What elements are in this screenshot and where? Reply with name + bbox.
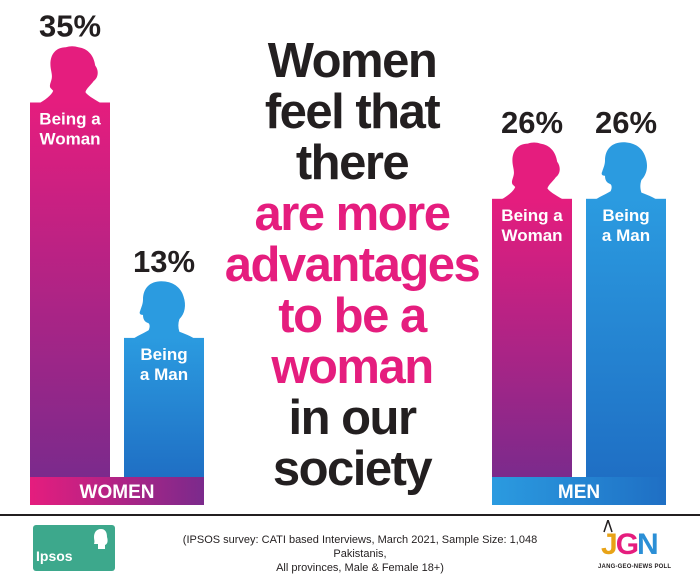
source-note-line-1: (IPSOS survey: CATI based Interviews, Ma… (182, 534, 538, 560)
headline-line-6: to be a (278, 289, 427, 343)
jgn-logo-icon (603, 520, 613, 533)
source-note-line-2: All provinces, Male & Female 18+) (276, 562, 444, 574)
bar-label-women-being-a-woman-line-2: Woman (39, 130, 100, 149)
source-note: (IPSOS survey: CATI based Interviews, Ma… (160, 533, 560, 575)
bar-label-women-being-a-woman-line-1: Being a (39, 110, 101, 129)
headline-line-3: there (295, 136, 410, 190)
value-label-women-being-a-man: 13% (133, 244, 195, 279)
headline-line-1: Women (267, 34, 438, 88)
bar-label-men-being-a-man-line-1: Being (602, 206, 649, 225)
group-band-women (30, 477, 204, 505)
ipsos-logo-text: Ipsos (36, 548, 73, 564)
jgn-logo-text: JGN (601, 528, 659, 561)
bar-men-being-a-woman (492, 198, 572, 478)
bar-women-being-a-man (124, 337, 204, 477)
value-label-men-being-a-man: 26% (595, 105, 657, 140)
headline-line-2: feel that (264, 85, 441, 139)
group-label-men: MEN (558, 482, 600, 503)
bar-label-women-being-a-man-line-1: Being (140, 345, 187, 364)
value-label-men-being-a-woman: 26% (501, 105, 563, 140)
ipsos-head-icon (94, 529, 108, 549)
value-label-women-being-a-woman: 35% (39, 9, 101, 44)
headline-line-7: woman (271, 340, 434, 394)
bar-label-men-being-a-woman-line-1: Being a (501, 206, 563, 225)
group-band-men (492, 477, 666, 505)
bar-label-men-being-a-man-line-2: a Man (602, 226, 650, 245)
bar-label-women-being-a-man-line-2: a Man (140, 365, 188, 384)
headline-line-5: advantages (224, 238, 481, 292)
footer-divider (0, 514, 700, 516)
headline: Women feel that there are more advantages to … (212, 36, 492, 495)
headline-line-8: in our (288, 391, 417, 445)
group-label-women: WOMEN (80, 482, 155, 503)
headline-line-9: society (272, 442, 433, 496)
jgn-logo-caption: JANG-GEO-NEWS POLL (598, 564, 672, 570)
bar-men-being-a-man (586, 198, 666, 478)
headline-line-4: are more (254, 187, 451, 241)
bar-label-men-being-a-woman-line-2: Woman (501, 226, 562, 245)
bar-women-being-a-woman (30, 102, 110, 477)
